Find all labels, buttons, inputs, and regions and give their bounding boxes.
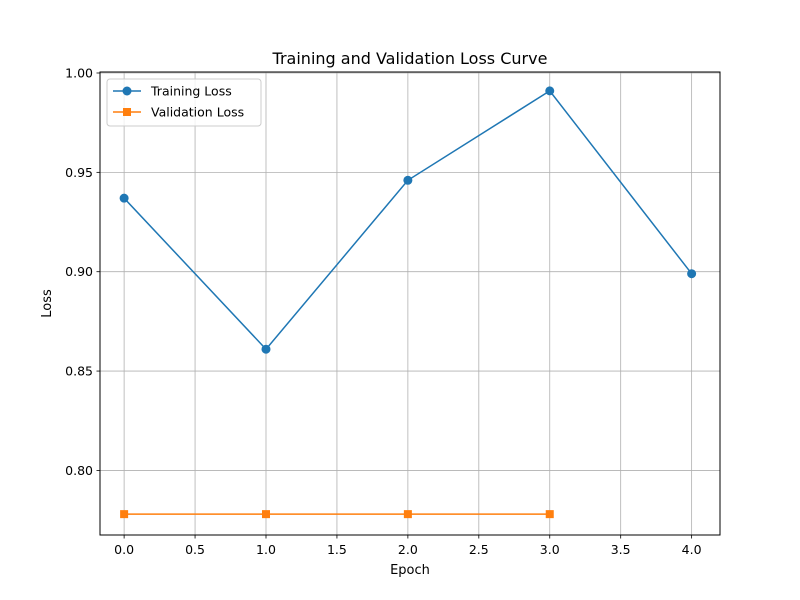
y-tick-label: 1.00 [65, 65, 93, 80]
legend-validation-label: Validation Loss [151, 105, 244, 120]
x-tick-label: 1.5 [327, 542, 347, 557]
x-tick-label: 3.5 [611, 542, 631, 557]
x-tick-label: 2.0 [398, 542, 418, 557]
legend-training-label: Training Loss [150, 84, 232, 99]
training-loss-point [261, 344, 271, 354]
training-loss-series [119, 86, 697, 354]
validation-loss-point [120, 510, 129, 519]
legend-box [106, 78, 262, 127]
x-tick-label: 2.5 [469, 542, 489, 557]
y-axis-label: Loss [40, 289, 55, 318]
training-loss-point [403, 175, 413, 185]
x-axis-ticks: 0.0 0.5 1.0 1.5 2.0 2.5 3.0 3.5 4.0 [114, 535, 702, 557]
chart-title: Training and Validation Loss Curve [272, 49, 548, 68]
series-group [119, 86, 697, 519]
legend: Training Loss Validation Loss [106, 78, 262, 127]
legend-validation-marker [123, 108, 131, 116]
validation-loss-point [545, 510, 554, 519]
training-loss-point [687, 269, 697, 279]
y-tick-label: 0.85 [65, 364, 93, 379]
y-tick-label: 0.90 [65, 264, 93, 279]
x-tick-label: 1.0 [256, 542, 276, 557]
x-tick-label: 0.0 [114, 542, 134, 557]
x-tick-label: 3.0 [540, 542, 560, 557]
y-axis-ticks: 0.80 0.85 0.90 0.95 1.00 [65, 65, 100, 478]
training-loss-point [119, 193, 129, 203]
validation-loss-series [120, 510, 554, 519]
validation-loss-point [261, 510, 270, 519]
x-axis-label: Epoch [390, 563, 430, 578]
x-tick-label: 4.0 [682, 542, 702, 557]
validation-loss-point [403, 510, 412, 519]
plot-frame [99, 71, 721, 536]
legend-training-marker [122, 86, 132, 96]
y-tick-label: 0.95 [65, 165, 93, 180]
grid-lines [100, 72, 720, 535]
x-tick-label: 0.5 [185, 542, 205, 557]
training-loss-point [545, 86, 555, 96]
y-tick-label: 0.80 [65, 463, 93, 478]
